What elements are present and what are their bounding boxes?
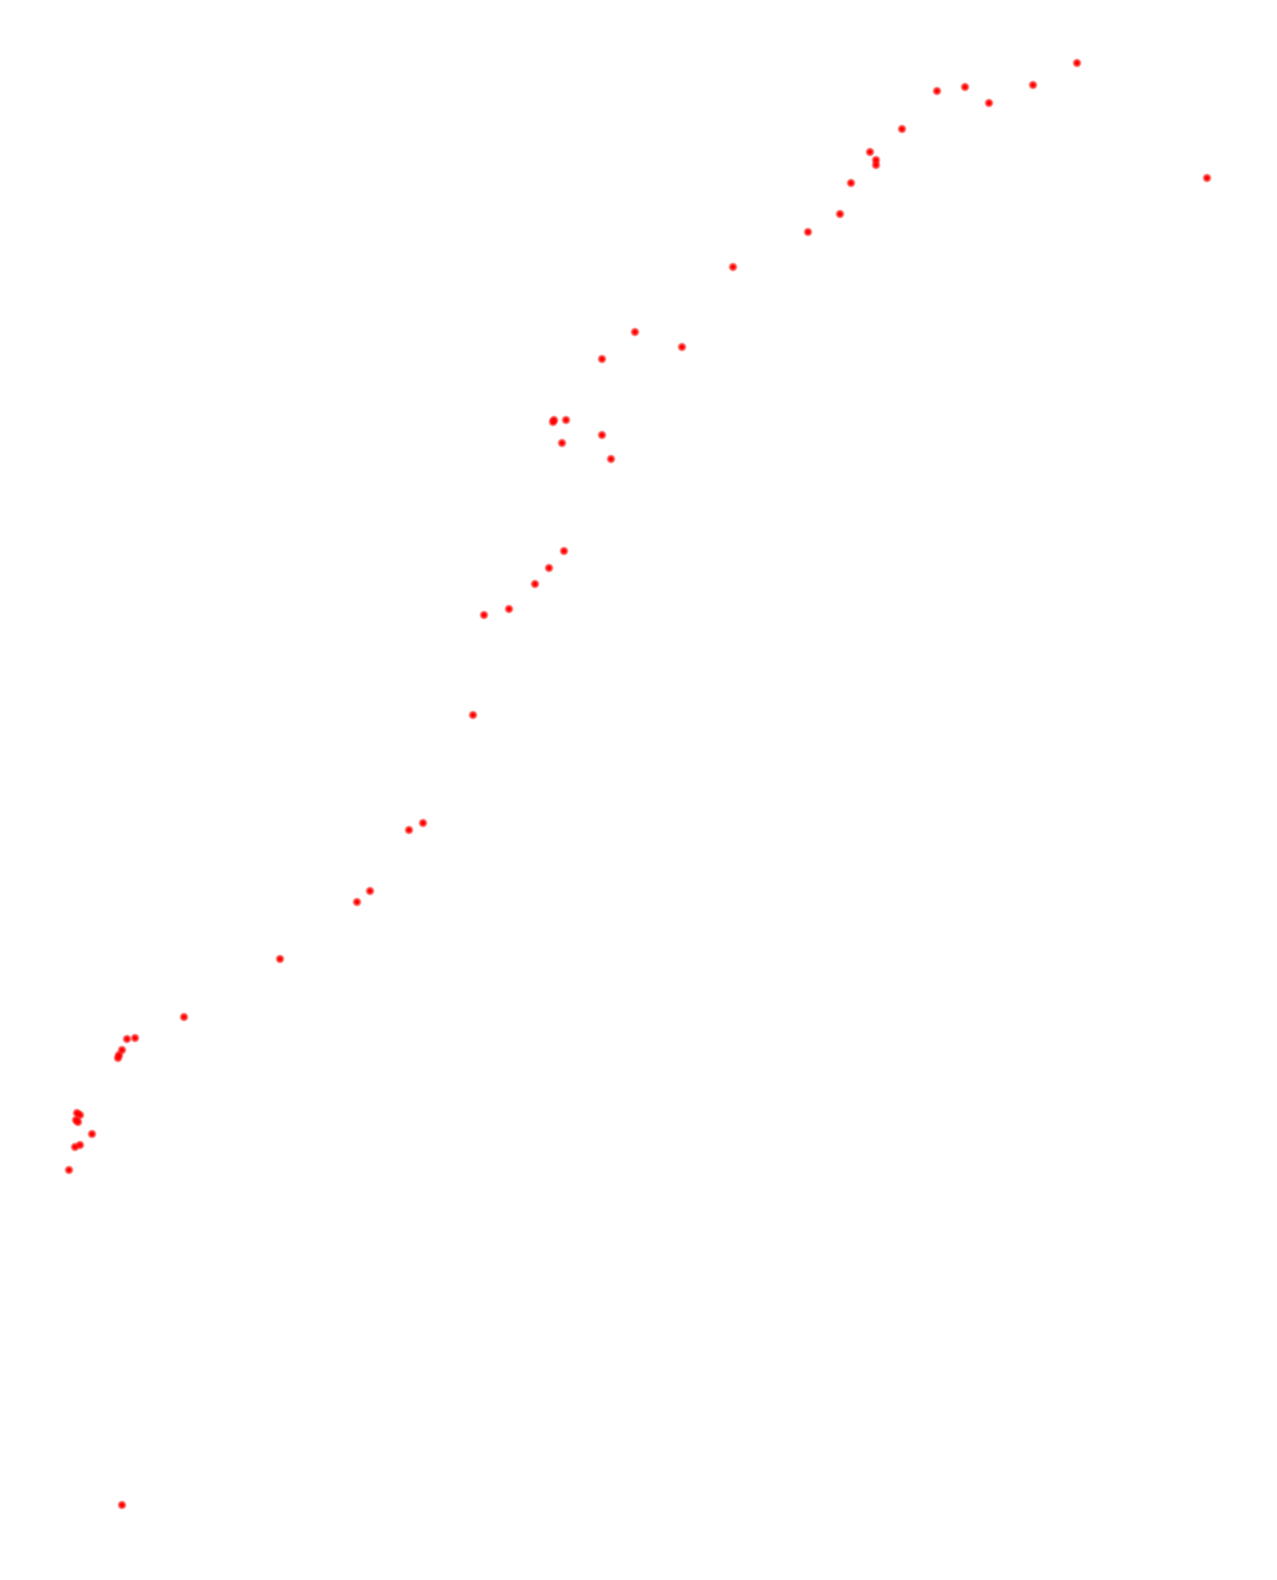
red-dot-core <box>609 457 613 461</box>
red-dot-core <box>600 357 604 361</box>
red-dot-core <box>560 441 564 445</box>
red-dot-core <box>806 230 810 234</box>
red-dot-core <box>507 607 511 611</box>
red-dot-core <box>421 821 425 825</box>
red-dot-core <box>838 212 842 216</box>
red-dot-core <box>868 150 872 154</box>
red-dot-core <box>551 420 555 424</box>
red-dot-core <box>471 713 475 717</box>
red-dot-core <box>67 1168 71 1172</box>
red-dot-core <box>1075 61 1079 65</box>
red-dot-core <box>355 900 359 904</box>
red-dot-core <box>562 549 566 553</box>
red-dot-core <box>849 181 853 185</box>
red-dot-core <box>278 957 282 961</box>
red-dot-core <box>564 418 568 422</box>
red-dot-core <box>407 828 411 832</box>
red-dot-core <box>533 582 537 586</box>
red-dot-core <box>73 1145 77 1149</box>
red-dot-core <box>116 1056 120 1060</box>
red-dot-core <box>731 265 735 269</box>
red-dot-core <box>987 101 991 105</box>
red-dot-core <box>633 330 637 334</box>
red-dot-core <box>125 1037 129 1041</box>
red-dot-core <box>120 1503 124 1507</box>
red-dot-core <box>74 1118 78 1122</box>
red-dot-core <box>1205 176 1209 180</box>
red-dot-core <box>900 127 904 131</box>
red-dot-core <box>874 163 878 167</box>
red-dot-core <box>90 1132 94 1136</box>
red-dot-core <box>78 1113 82 1117</box>
red-dot-core <box>680 345 684 349</box>
red-dot-core <box>482 613 486 617</box>
red-dot-core <box>935 89 939 93</box>
red-dot-core <box>368 889 372 893</box>
red-dot-core <box>1031 83 1035 87</box>
red-dots-group <box>64 58 1212 1510</box>
red-dot-core <box>963 85 967 89</box>
red-dot-core <box>182 1015 186 1019</box>
red-dot-core <box>133 1036 137 1040</box>
red-dot-core <box>600 433 604 437</box>
red-dot-core <box>547 566 551 570</box>
